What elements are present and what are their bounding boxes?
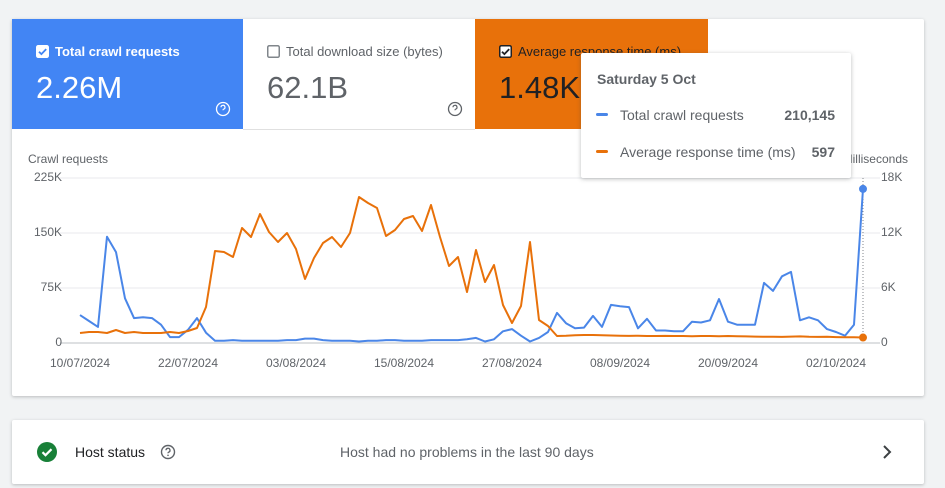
help-circle	[215, 101, 231, 117]
y2-tick-label: 18K	[881, 170, 902, 184]
checkbox-tick	[501, 48, 510, 56]
tooltip-swatch	[596, 150, 608, 153]
checkbox-tick	[38, 48, 47, 56]
x-tick-label: 10/07/2024	[50, 356, 110, 370]
help-icon	[447, 101, 463, 117]
x-tick-label: 15/08/2024	[374, 356, 434, 370]
y-tick-label: 150K	[34, 225, 62, 239]
x-tick-label: 08/09/2024	[590, 356, 650, 370]
x-tick-label: 20/09/2024	[698, 356, 758, 370]
help-glyph	[452, 104, 458, 111]
tooltip: Saturday 5 Oct Total crawl requests 210,…	[581, 53, 851, 178]
host-status-row[interactable]: Host status Host had no problems in the …	[12, 420, 924, 484]
y2-tick-label: 0	[881, 335, 888, 349]
metric-tile[interactable]: Total crawl requests 2.26M	[12, 19, 243, 129]
help-icon	[215, 101, 231, 117]
checkbox-box	[267, 45, 280, 58]
chevron-icon[interactable]	[879, 444, 895, 460]
tooltip-value: 597	[811, 144, 835, 160]
y2-tick-label: 12K	[881, 225, 902, 239]
y-tick-label: 225K	[34, 170, 62, 184]
checkbox-box	[499, 45, 512, 58]
help-circle	[447, 101, 463, 117]
checkbox[interactable]	[267, 45, 280, 58]
help-glyph	[220, 104, 226, 111]
chart: Crawl requests Milliseconds 0 75K 150K 225K…	[28, 152, 908, 370]
metric-label: Total crawl requests	[55, 44, 180, 59]
y2-tick-label: 6K	[881, 280, 896, 294]
metric-tile[interactable]: Total download size (bytes) 62.1B	[243, 19, 475, 130]
tooltip-value: 210,145	[784, 107, 835, 123]
metric-value: 2.26M	[36, 70, 123, 105]
checkbox[interactable]	[499, 45, 512, 58]
hover-point	[859, 333, 867, 342]
series-line	[79, 196, 864, 339]
y2-axis-title: Milliseconds	[843, 152, 908, 166]
x-tick-label: 03/08/2024	[266, 356, 326, 370]
checkbox-box	[36, 45, 49, 58]
status-ok-icon	[37, 442, 57, 462]
y-tick-label: 0	[55, 335, 62, 349]
x-tick-label: 02/10/2024	[806, 356, 866, 370]
x-tick-label: 27/08/2024	[482, 356, 542, 370]
help-icon[interactable]	[160, 444, 176, 460]
y-tick-label: 75K	[41, 280, 62, 294]
tooltip-date: Saturday 5 Oct	[597, 71, 696, 87]
metric-value: 1.48K	[499, 70, 581, 105]
host-status-message: Host had no problems in the last 90 days	[340, 444, 594, 460]
tooltip-label: Total crawl requests	[620, 107, 744, 123]
metric-label: Total download size (bytes)	[286, 44, 443, 59]
y-axis-title: Crawl requests	[28, 152, 108, 166]
metric-value: 62.1B	[267, 70, 349, 105]
hover-point	[859, 184, 867, 193]
checkbox[interactable]	[36, 45, 49, 58]
tooltip-label: Average response time (ms)	[620, 144, 796, 160]
x-tick-label: 22/07/2024	[158, 356, 218, 370]
host-status-label: Host status	[75, 444, 146, 460]
series-line	[79, 188, 864, 343]
tooltip-swatch	[596, 113, 608, 116]
